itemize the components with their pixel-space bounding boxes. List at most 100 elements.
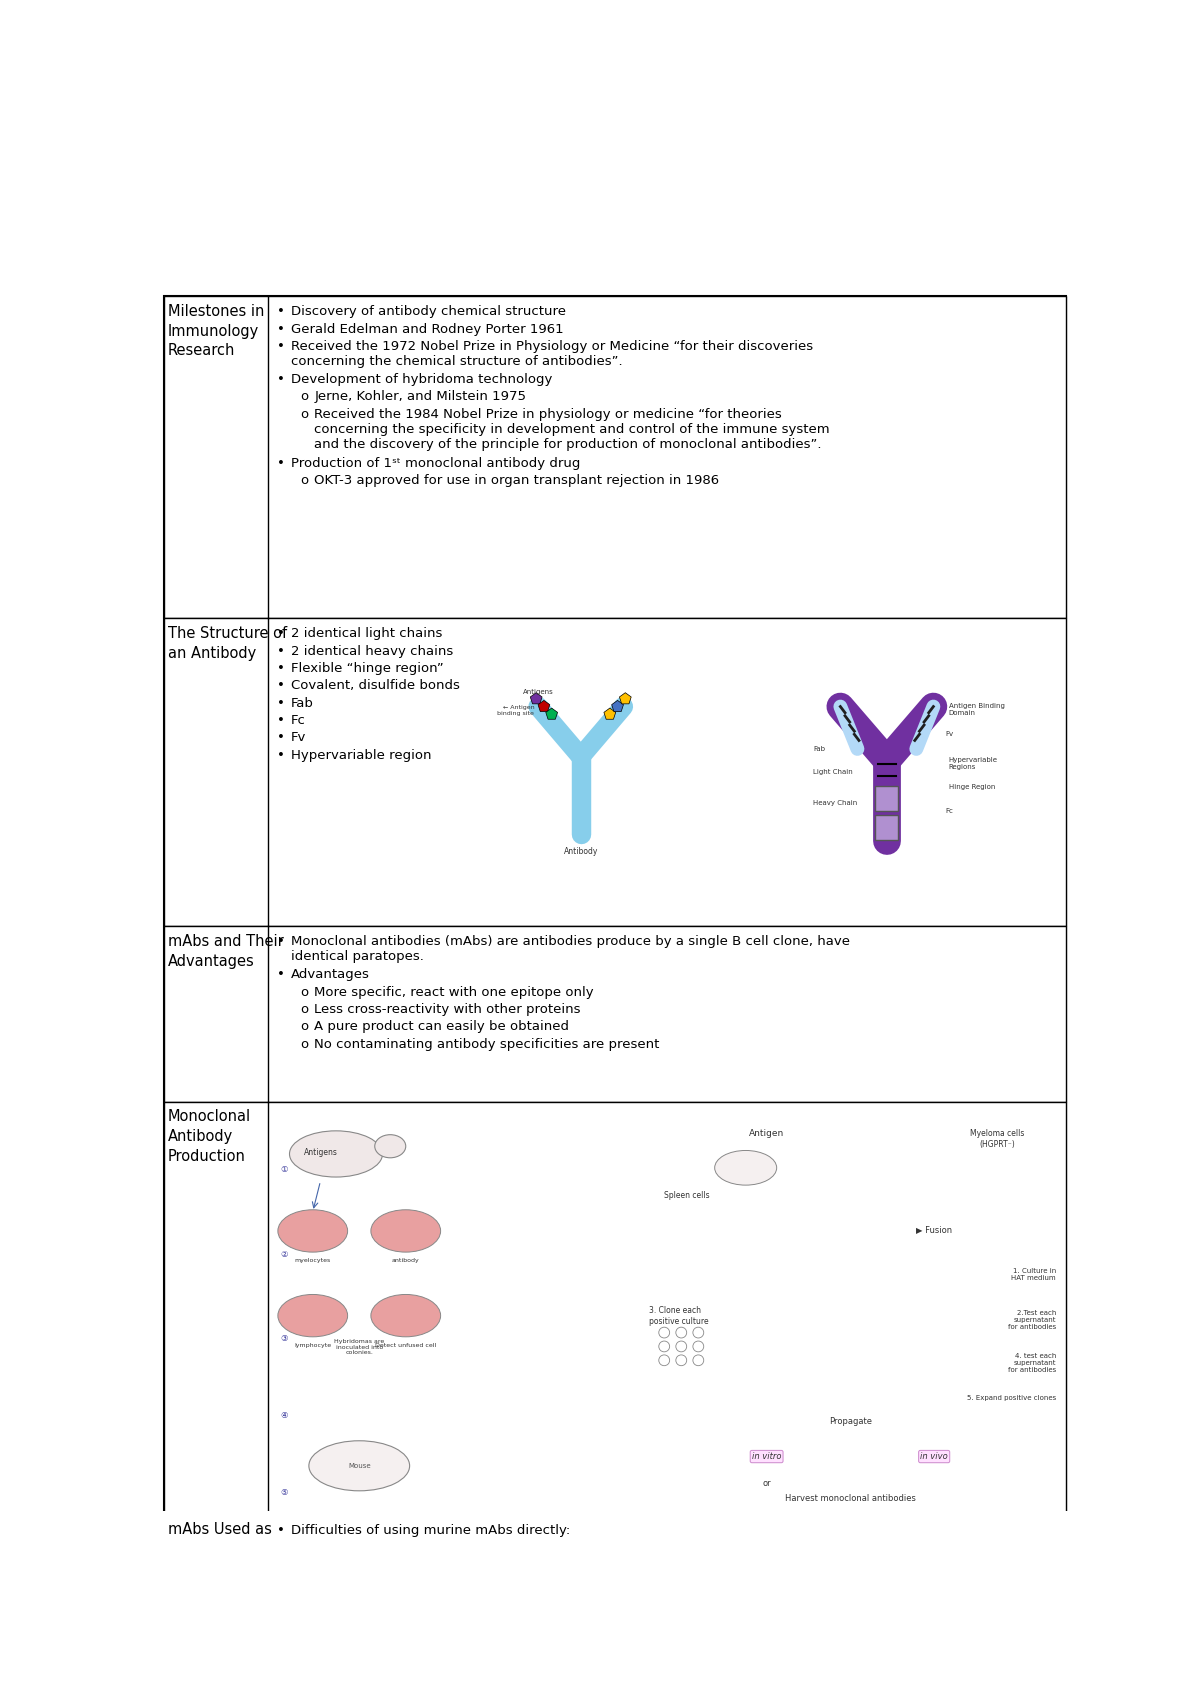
Text: OKT-3 approved for use in organ transplant rejection in 1986: OKT-3 approved for use in organ transpla…: [314, 474, 720, 487]
Text: •: •: [277, 732, 284, 744]
Ellipse shape: [278, 1294, 348, 1336]
Bar: [875, 786, 899, 810]
Text: in vivo: in vivo: [920, 1452, 948, 1460]
Text: antibody: antibody: [392, 1258, 420, 1263]
Text: No contaminating antibody specificities are present: No contaminating antibody specificities …: [314, 1037, 660, 1051]
Text: Antigen: Antigen: [749, 1129, 785, 1138]
Text: Antigen Binding
Domain: Antigen Binding Domain: [949, 703, 1004, 717]
Text: ①: ①: [281, 1165, 288, 1173]
Ellipse shape: [278, 1209, 348, 1251]
Circle shape: [659, 1328, 670, 1338]
Text: Development of hybridoma technology: Development of hybridoma technology: [292, 374, 552, 385]
Text: ②: ②: [281, 1250, 288, 1258]
Text: o: o: [300, 391, 308, 404]
Bar: [164, 618, 1066, 925]
Ellipse shape: [308, 1442, 409, 1491]
Text: Gerald Edelman and Rodney Porter 1961: Gerald Edelman and Rodney Porter 1961: [292, 323, 564, 336]
Text: 2.Test each
supernatant
for antibodies: 2.Test each supernatant for antibodies: [1008, 1311, 1056, 1330]
Circle shape: [659, 1341, 670, 1352]
Text: Less cross-reactivity with other proteins: Less cross-reactivity with other protein…: [314, 1004, 581, 1015]
Text: •: •: [277, 457, 284, 470]
Text: •: •: [277, 306, 284, 319]
Text: •: •: [277, 679, 284, 693]
Text: •: •: [277, 749, 284, 761]
Text: Monoclonal
Antibody
Production: Monoclonal Antibody Production: [168, 1109, 251, 1163]
Text: Monoclonal antibodies (mAbs) are antibodies produce by a single B cell clone, ha: Monoclonal antibodies (mAbs) are antibod…: [292, 936, 850, 947]
Text: Difficulties of using murine mAbs directly:: Difficulties of using murine mAbs direct…: [292, 1523, 570, 1537]
Text: •: •: [277, 340, 284, 353]
Text: ③: ③: [281, 1335, 288, 1343]
Bar: [164, 1102, 1066, 1515]
Text: 5. Expand positive clones: 5. Expand positive clones: [967, 1396, 1056, 1401]
Text: 2 identical heavy chains: 2 identical heavy chains: [292, 645, 454, 657]
Text: •: •: [277, 968, 284, 981]
Text: Received the 1984 Nobel Prize in physiology or medicine “for theories: Received the 1984 Nobel Prize in physiol…: [314, 408, 782, 421]
Text: Light Chain: Light Chain: [814, 769, 853, 774]
Text: •: •: [277, 713, 284, 727]
Text: o: o: [300, 474, 308, 487]
Text: 1. Culture in
HAT medium: 1. Culture in HAT medium: [1012, 1268, 1056, 1280]
Text: Hinge Region: Hinge Region: [949, 784, 995, 791]
Bar: [164, 295, 1066, 618]
Text: Milestones in
Immunology
Research: Milestones in Immunology Research: [168, 304, 264, 358]
Text: concerning the chemical structure of antibodies”.: concerning the chemical structure of ant…: [292, 355, 623, 368]
Ellipse shape: [715, 1151, 776, 1185]
Text: Detect unfused cell: Detect unfused cell: [376, 1343, 437, 1348]
Text: Discovery of antibody chemical structure: Discovery of antibody chemical structure: [292, 306, 566, 319]
Text: Fab: Fab: [292, 696, 314, 710]
Circle shape: [692, 1328, 703, 1338]
Text: mAbs and Their
Advantages: mAbs and Their Advantages: [168, 934, 283, 968]
Text: Jerne, Kohler, and Milstein 1975: Jerne, Kohler, and Milstein 1975: [314, 391, 527, 404]
Text: A pure product can easily be obtained: A pure product can easily be obtained: [314, 1020, 569, 1034]
Text: o: o: [300, 1004, 308, 1015]
Text: Propagate: Propagate: [829, 1418, 872, 1426]
Bar: [164, 925, 1066, 1102]
Text: Flexible “hinge region”: Flexible “hinge region”: [292, 662, 444, 674]
Ellipse shape: [371, 1294, 440, 1336]
Text: •: •: [277, 696, 284, 710]
Text: More specific, react with one epitope only: More specific, react with one epitope on…: [314, 985, 594, 998]
Text: Hypervariable
Regions: Hypervariable Regions: [949, 757, 998, 769]
Text: Production of 1ˢᵗ monoclonal antibody drug: Production of 1ˢᵗ monoclonal antibody dr…: [292, 457, 581, 470]
Text: o: o: [300, 408, 308, 421]
Text: concerning the specificity in development and control of the immune system: concerning the specificity in developmen…: [314, 423, 830, 436]
Text: lymphocyte: lymphocyte: [294, 1343, 331, 1348]
Text: •: •: [277, 627, 284, 640]
Circle shape: [659, 1355, 670, 1365]
Ellipse shape: [371, 1209, 440, 1251]
Text: •: •: [277, 1523, 284, 1537]
Text: Fc: Fc: [944, 808, 953, 813]
Text: 2 identical light chains: 2 identical light chains: [292, 627, 443, 640]
Text: ← Antigen
binding site: ← Antigen binding site: [497, 705, 534, 717]
Ellipse shape: [289, 1131, 383, 1177]
Text: Antigens: Antigens: [523, 689, 553, 694]
Text: Mouse: Mouse: [348, 1462, 371, 1469]
Text: Fv: Fv: [292, 732, 306, 744]
Text: •: •: [277, 645, 284, 657]
Text: o: o: [300, 985, 308, 998]
Text: myelocytes: myelocytes: [295, 1258, 331, 1263]
Circle shape: [676, 1328, 686, 1338]
Text: Harvest monoclonal antibodies: Harvest monoclonal antibodies: [785, 1494, 916, 1503]
Text: Covalent, disulfide bonds: Covalent, disulfide bonds: [292, 679, 460, 693]
Text: in vitro: in vitro: [752, 1452, 781, 1460]
Text: and the discovery of the principle for production of monoclonal antibodies”.: and the discovery of the principle for p…: [314, 438, 822, 450]
Text: Heavy Chain: Heavy Chain: [814, 800, 858, 807]
Text: Fab: Fab: [814, 745, 826, 752]
Text: ④: ④: [281, 1411, 288, 1420]
Text: Spleen cells: Spleen cells: [665, 1190, 710, 1200]
Circle shape: [692, 1341, 703, 1352]
Text: The Structure of
an Antibody: The Structure of an Antibody: [168, 627, 287, 661]
Text: Hypervariable region: Hypervariable region: [292, 749, 432, 761]
Text: •: •: [277, 936, 284, 947]
Text: or: or: [762, 1479, 770, 1487]
Text: ⑤: ⑤: [281, 1487, 288, 1498]
Text: Hybridomas are
inoculated into
colonies.: Hybridomas are inoculated into colonies.: [334, 1338, 384, 1355]
Bar: [164, 1515, 1066, 1586]
Text: Received the 1972 Nobel Prize in Physiology or Medicine “for their discoveries: Received the 1972 Nobel Prize in Physiol…: [292, 340, 814, 353]
Ellipse shape: [374, 1134, 406, 1158]
Text: ▶ Fusion: ▶ Fusion: [916, 1224, 953, 1234]
Text: Advantages: Advantages: [292, 968, 370, 981]
Text: Antibody: Antibody: [564, 847, 598, 856]
Text: •: •: [277, 374, 284, 385]
